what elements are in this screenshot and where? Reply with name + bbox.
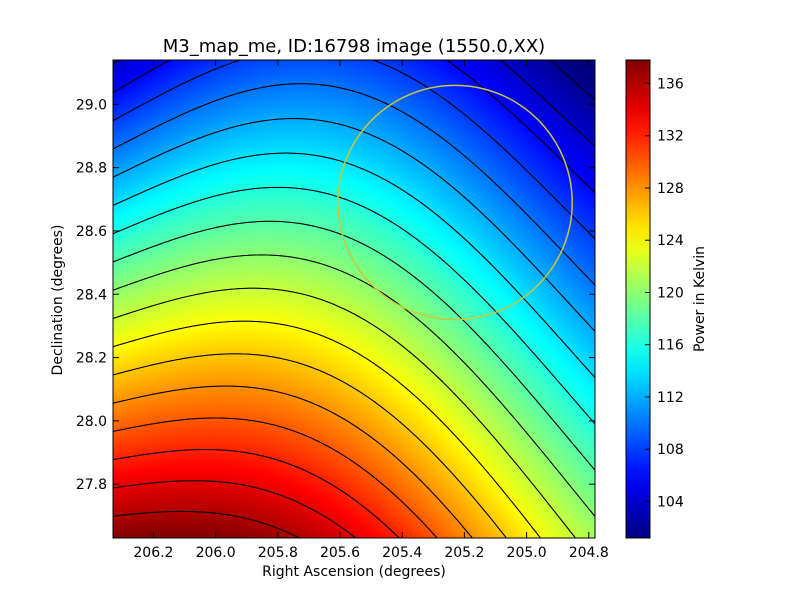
colorbar-tick-label: 116 — [657, 338, 684, 354]
y-axis-ticks: 27.8 28.0 28.2 28.4 28.6 28.8 29.0 — [76, 97, 595, 493]
colorbar-gradient — [625, 59, 651, 539]
colorbar: 104 108 112 116 120 124 128 132 136 Power in Kel… — [625, 59, 708, 539]
contour-level-120 — [113, 254, 595, 517]
y-tick-label: 28.0 — [76, 414, 107, 430]
contour-level-122 — [113, 287, 576, 538]
x-tick-label: 204.8 — [569, 545, 609, 561]
x-tick-label: 205.2 — [444, 545, 484, 561]
y-axis-label: Declination (degrees) — [50, 225, 66, 376]
x-tick-label: 206.2 — [133, 545, 173, 561]
contour-level-128 — [113, 385, 473, 538]
y-tick-label: 28.2 — [76, 351, 107, 367]
y-tick-label: 28.6 — [76, 224, 107, 240]
colorbar-tick-label: 128 — [657, 181, 684, 197]
contour-level-134 — [113, 480, 357, 538]
x-tick-label: 205.4 — [382, 545, 422, 561]
colorbar-tick-label: 124 — [657, 233, 684, 249]
region-circle — [337, 84, 573, 321]
colorbar-tick-label: 104 — [657, 494, 684, 510]
heatmap-image — [113, 60, 595, 538]
colorbar-tick-label: 120 — [657, 285, 684, 301]
x-axis-ticks: 206.2 206.0 205.8 205.6 205.4 205.2 205.0 204.8 — [133, 60, 609, 561]
y-tick-label: 28.4 — [76, 287, 107, 303]
y-tick-label: 27.8 — [76, 477, 107, 493]
colorbar-tick-label: 132 — [657, 129, 684, 145]
x-tick-label: 205.0 — [507, 545, 547, 561]
x-tick-label: 206.0 — [196, 545, 236, 561]
contour-level-114 — [113, 152, 595, 378]
plot-frame — [112, 59, 596, 539]
colorbar-tick-label: 136 — [657, 77, 684, 93]
colorbar-label: Power in Kelvin — [692, 246, 708, 352]
plot-area — [112, 59, 596, 539]
contour-level-132 — [113, 448, 400, 538]
x-axis-label: Right Ascension (degrees) — [262, 564, 446, 580]
x-tick-label: 205.6 — [320, 545, 360, 561]
contour-level-126 — [113, 353, 507, 538]
contour-level-116 — [113, 186, 595, 425]
contour-level-106 — [113, 60, 595, 193]
y-tick-label: 28.8 — [76, 161, 107, 177]
colorbar-ticks: 104 108 112 116 120 124 128 132 136 — [645, 77, 684, 510]
contour-level-110 — [113, 83, 595, 286]
x-tick-label: 205.8 — [258, 545, 298, 561]
colorbar-tick-label: 108 — [657, 442, 684, 458]
contour-lines — [113, 60, 595, 538]
colorbar-tick-label: 112 — [657, 390, 684, 406]
contour-level-124 — [113, 320, 541, 538]
contour-level-118 — [113, 220, 595, 471]
contour-level-108 — [113, 60, 595, 240]
y-tick-label: 29.0 — [76, 97, 107, 113]
contour-level-130 — [113, 417, 438, 538]
contour-level-112 — [113, 118, 595, 332]
chart-title: M3_map_me, ID:16798 image (1550.0,XX) — [163, 36, 545, 57]
contour-level-136 — [113, 510, 300, 538]
